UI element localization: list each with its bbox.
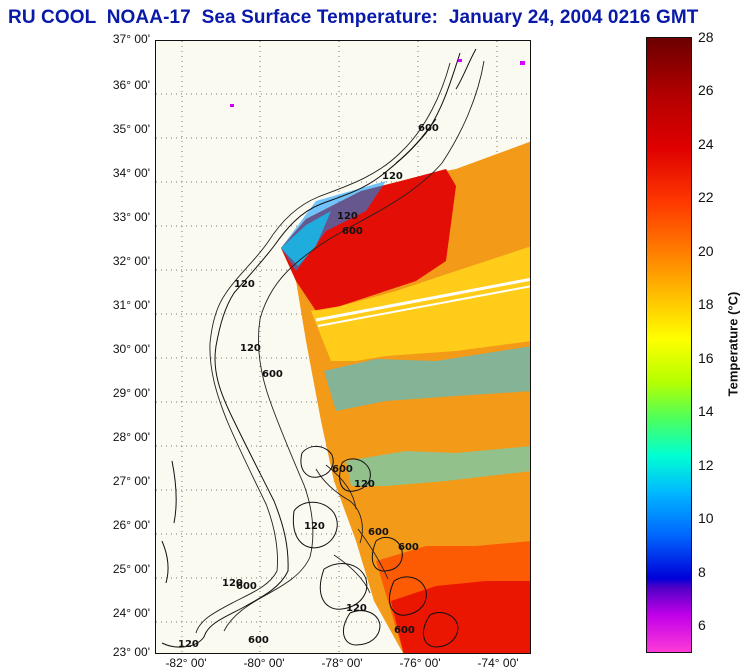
lon-label-76: -76° 00' (399, 656, 441, 670)
lon-label-74: -74° 00' (477, 656, 519, 670)
colorbar-tick-12: 12 (698, 457, 714, 473)
lat-label-32: 32° 00' (112, 254, 150, 268)
contour-120 (195, 62, 451, 634)
lat-label-36: 36° 00' (112, 78, 150, 92)
contour-label-600: 600 (342, 226, 363, 237)
lat-label-31: 31° 00' (112, 298, 150, 312)
lat-label-24: 24° 00' (112, 606, 150, 620)
contour-label-600: 600 (236, 581, 257, 592)
contour-label-600: 600 (368, 527, 389, 538)
colorbar-tick-26: 26 (698, 82, 714, 98)
contour-label-600: 600 (418, 123, 439, 134)
colorbar-tick-16: 16 (698, 350, 714, 366)
cold-specks (230, 59, 525, 107)
lat-label-27: 27° 00' (112, 474, 150, 488)
contour-label-120: 120 (346, 603, 367, 614)
contour-label-600: 600 (394, 625, 415, 636)
lat-label-25: 25° 00' (112, 562, 150, 576)
temperature-colorbar (646, 37, 692, 653)
colorbar-tick-8: 8 (698, 564, 706, 580)
lon-label-82: -82° 00' (165, 656, 207, 670)
colorbar-label: Temperature (°C) (725, 291, 741, 397)
sst-map: 120 600 120 600 120 120 600 600 120 120 … (155, 40, 531, 654)
colorbar-tick-6: 6 (698, 617, 706, 633)
lat-label-29: 29° 00' (112, 386, 150, 400)
map-title: RU COOL NOAA-17 Sea Surface Temperature:… (8, 7, 699, 28)
colorbar-tick-10: 10 (698, 510, 714, 526)
colorbar-tick-20: 20 (698, 243, 714, 259)
colorbar-tick-14: 14 (698, 403, 714, 419)
lat-label-35: 35° 00' (112, 122, 150, 136)
contour-label-120: 120 (240, 343, 261, 354)
coastline (161, 48, 477, 648)
sst-swath (281, 141, 530, 653)
lat-label-33: 33° 00' (112, 210, 150, 224)
contour-600 (223, 60, 485, 632)
colorbar-tick-22: 22 (698, 189, 714, 205)
lat-label-34: 34° 00' (112, 166, 150, 180)
lat-label-26: 26° 00' (112, 518, 150, 532)
contour-label-120: 120 (382, 171, 403, 182)
colorbar-tick-28: 28 (698, 29, 714, 45)
contour-label-120: 120 (222, 578, 243, 589)
map-canvas: 120 600 120 600 120 120 600 600 120 120 … (156, 41, 530, 653)
lon-label-80: -80° 00' (243, 656, 285, 670)
lat-label-30: 30° 00' (112, 342, 150, 356)
contour-label-120: 120 (234, 279, 255, 290)
lat-label-23: 23° 00' (112, 645, 150, 659)
contour-label-600: 600 (398, 542, 419, 553)
lon-label-78: -78° 00' (321, 656, 363, 670)
colorbar-tick-18: 18 (698, 296, 714, 312)
lat-label-28: 28° 00' (112, 430, 150, 444)
contour-label-600: 600 (332, 464, 353, 475)
colorbar-tick-24: 24 (698, 136, 714, 152)
contour-label-120: 120 (178, 639, 199, 650)
lat-label-37: 37° 00' (112, 32, 150, 46)
contour-label-600: 600 (262, 369, 283, 380)
contour-labels: 120 600 120 600 120 120 600 600 120 120 … (178, 123, 439, 650)
contour-label-120: 120 (304, 521, 325, 532)
contour-label-120: 120 (337, 211, 358, 222)
contour-label-600: 600 (248, 635, 269, 646)
bahamas-banks (161, 446, 459, 648)
contour-label-120: 120 (354, 479, 375, 490)
